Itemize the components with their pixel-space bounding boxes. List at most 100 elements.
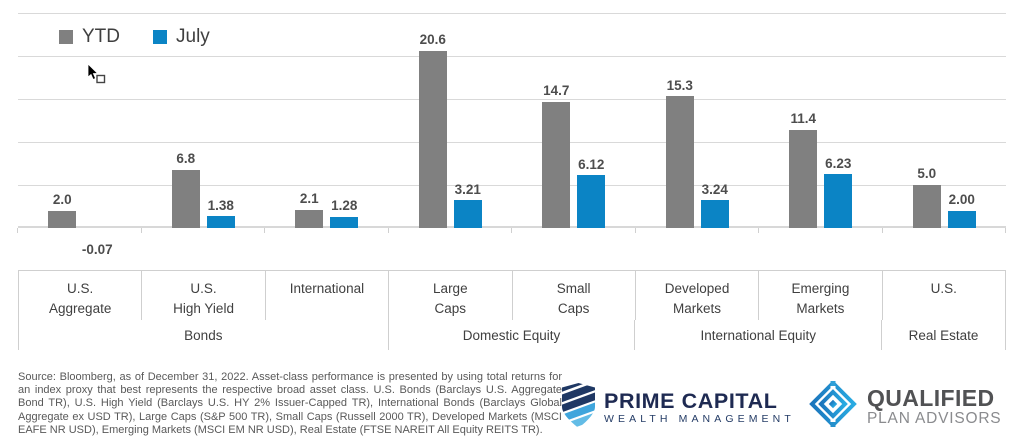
july-bar-column: 3.24 — [700, 181, 729, 228]
bar-group-large-caps: 20.6 3.21 — [389, 13, 513, 228]
ytd-value-label: 2.0 — [52, 192, 72, 208]
footer-source-text: Source: Bloomberg, as of December 31, 20… — [18, 371, 562, 436]
bar-group-developed-markets: 15.3 3.24 — [636, 13, 760, 228]
x-axis-tick — [634, 228, 636, 233]
category-label-line: High Yield — [173, 301, 234, 316]
july-value-label: 3.24 — [701, 181, 728, 197]
x-axis-tick — [264, 228, 265, 233]
july-value-label: -0.07 — [81, 242, 113, 257]
prime-capital-tagline: WEALTH MANAGEMENT — [604, 413, 795, 425]
category-cell-large-caps: Large Caps — [389, 271, 513, 320]
ytd-value-label: 6.8 — [176, 150, 196, 166]
july-value-label: 2.00 — [948, 192, 975, 208]
july-bar-column: 3.21 — [453, 181, 482, 228]
july-bar-column: 6.12 — [577, 156, 606, 228]
legend-swatch-ytd-icon — [59, 29, 73, 44]
bar-group-international: 2.1 1.28 — [265, 13, 389, 228]
july-bar — [453, 200, 482, 228]
july-bar-column: 2.00 — [947, 192, 976, 228]
ytd-bar — [912, 185, 941, 228]
july-value-label: 3.21 — [454, 181, 481, 197]
qpa-name: QUALIFIED — [867, 385, 995, 411]
july-bar — [947, 210, 976, 228]
ytd-bar-column: 15.3 — [665, 77, 694, 228]
ytd-bar-column: 5.0 — [912, 166, 941, 228]
gridline — [18, 142, 1006, 143]
july-value-label: 6.12 — [578, 156, 605, 172]
ytd-bar-column: 11.4 — [789, 111, 818, 228]
category-row: U.S. Aggregate U.S. High Yield International… — [19, 271, 1005, 320]
category-label-line: U.S. — [67, 281, 94, 296]
ytd-bar-column: 2.1 — [295, 191, 324, 228]
prime-capital-name: PRIME CAPITAL — [604, 389, 778, 413]
group-label: Domestic Equity — [462, 327, 561, 343]
gridline — [18, 185, 1006, 186]
x-axis-tick — [881, 228, 883, 233]
bar-group-emerging-markets: 11.4 6.23 — [759, 13, 883, 228]
bar-group-u-s-high-yield: 6.8 1.38 — [142, 13, 266, 228]
x-axis-tick — [140, 228, 142, 233]
ytd-bar — [542, 101, 571, 228]
legend-label-ytd: YTD — [82, 26, 120, 47]
category-label-line: Caps — [557, 301, 590, 316]
ytd-bar — [171, 169, 200, 228]
ytd-value-label: 11.4 — [790, 111, 817, 127]
group-label: Real Estate — [908, 327, 979, 343]
group-row: Bonds Domestic Equity International Equity… — [19, 320, 1005, 350]
ytd-bar — [789, 130, 818, 228]
ytd-bar — [665, 96, 694, 228]
ytd-bar-column: 20.6 — [418, 32, 447, 228]
category-label-line: Caps — [434, 301, 467, 316]
category-cell-developed-markets: Developed Markets — [636, 271, 760, 320]
ytd-bar — [48, 210, 77, 228]
july-value-label: 1.28 — [331, 198, 358, 214]
july-bar-column: 1.28 — [330, 198, 359, 228]
x-axis-tick — [17, 228, 18, 233]
ytd-value-label: 14.7 — [543, 83, 570, 99]
category-cell-small-caps: Small Caps — [513, 271, 636, 320]
july-bar — [824, 174, 853, 228]
bar-group-u-s: 5.0 2.00 — [883, 13, 1007, 228]
category-label-line: Markets — [796, 301, 845, 316]
bar-group-small-caps: 14.7 6.12 — [512, 13, 636, 228]
ytd-bar — [295, 209, 324, 228]
category-cell-u-s-aggregate: U.S. Aggregate — [19, 271, 143, 320]
group-cell-domestic-equity: Domestic Equity — [389, 320, 636, 350]
x-axis-tick — [758, 228, 759, 233]
bar-group-u-s-aggregate: 2.0 -0.07 — [18, 13, 142, 257]
legend-item-ytd: YTD — [59, 27, 120, 46]
july-value-label: 6.23 — [825, 155, 852, 171]
prime-capital-shield-icon — [562, 383, 595, 433]
gridline — [18, 99, 1006, 100]
july-bar — [700, 200, 729, 228]
qualified-plan-advisors-logo: QUALIFIED PLAN ADVISORS — [808, 380, 1001, 433]
qpa-wordmark: QUALIFIED PLAN ADVISORS — [867, 386, 1001, 427]
gridline — [18, 13, 1006, 14]
x-axis-line — [18, 226, 1006, 228]
legend-label-july: July — [176, 26, 210, 47]
category-cell-u-s-high-yield: U.S. High Yield — [142, 271, 266, 320]
category-cell-international: International — [266, 271, 390, 320]
ytd-value-label: 15.3 — [666, 77, 693, 93]
x-axis-tick — [511, 228, 512, 233]
group-cell-bonds: Bonds — [19, 320, 389, 350]
plot-area: 2.0 -0.07 6.8 1.38 2.1 1.28 20.6 3.21 14.7 6.12 15… — [17, 13, 1007, 257]
july-bar-column: 1.38 — [206, 198, 235, 228]
x-axis-tick — [1005, 228, 1006, 233]
july-bar — [330, 217, 359, 228]
july-bar-column: 6.23 — [824, 155, 853, 228]
ytd-bar-column: 14.7 — [542, 83, 571, 228]
qpa-diamond-icon — [808, 380, 858, 433]
ytd-bar-column: 2.0 — [48, 192, 77, 228]
category-label-line: Small — [556, 281, 591, 296]
group-cell-real-estate: Real Estate — [882, 320, 1005, 350]
july-bar — [577, 175, 606, 228]
category-label-line: Markets — [673, 301, 722, 316]
category-label-line: Developed — [664, 281, 730, 296]
group-cell-international-equity: International Equity — [635, 320, 883, 350]
ytd-value-label: 2.1 — [299, 191, 319, 207]
legend: YTD July — [59, 27, 210, 46]
prime-capital-wordmark: PRIME CAPITAL WEALTH MANAGEMENT — [604, 390, 795, 426]
category-label-line: Emerging — [791, 281, 850, 296]
legend-swatch-july-icon — [153, 29, 167, 44]
